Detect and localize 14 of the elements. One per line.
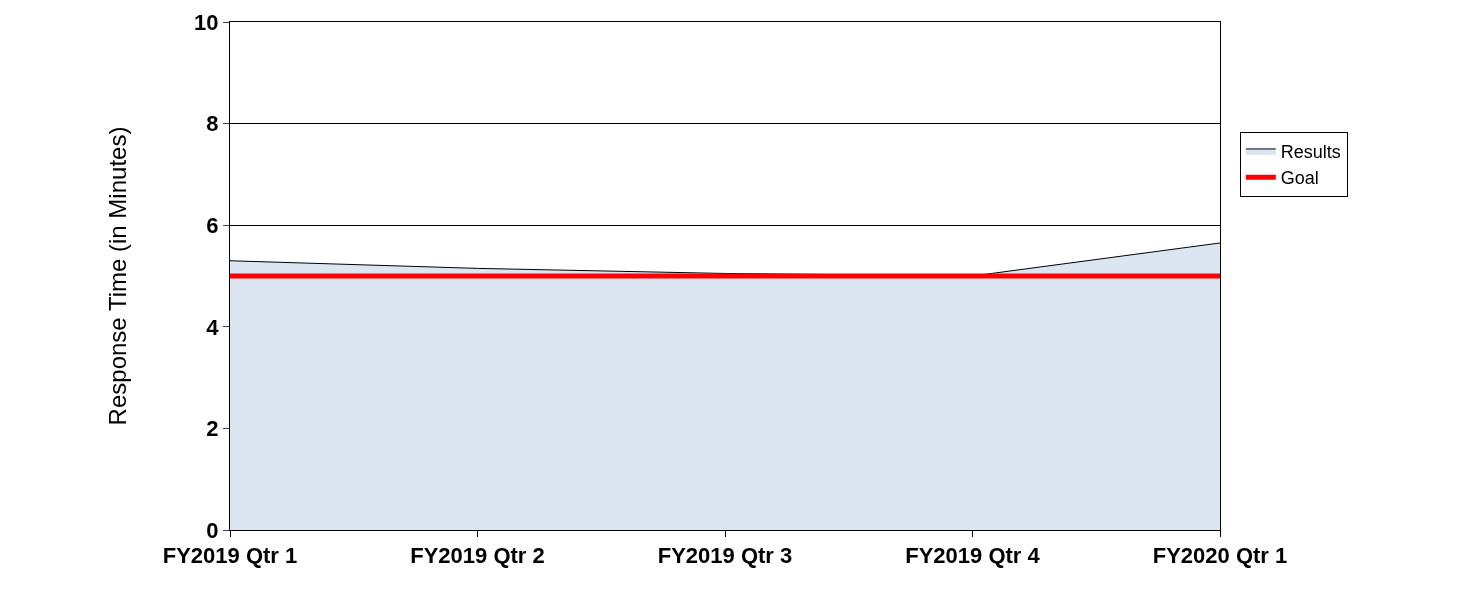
y-tick-label: 2 [206,416,219,442]
x-tick-label: FY2019 Qtr 3 [657,543,793,569]
x-tick-label: FY2019 Qtr 2 [410,543,545,569]
x-tick-label: FY2020 Qtr 1 [1152,543,1288,569]
y-axis-title: Response Time (in Minutes) [104,126,132,426]
legend-label: Goal [1280,168,1319,189]
y-tick-label: 0 [206,517,219,543]
y-tick-label: 10 [194,9,219,35]
x-tick-label: FY2019 Qtr 4 [905,543,1041,569]
legend-label: Results [1280,141,1341,162]
y-tick-label: 4 [206,314,220,340]
y-tick-label: 8 [206,111,219,137]
x-tick-label: FY2019 Qtr 1 [162,543,298,569]
y-tick-label: 6 [206,212,219,238]
